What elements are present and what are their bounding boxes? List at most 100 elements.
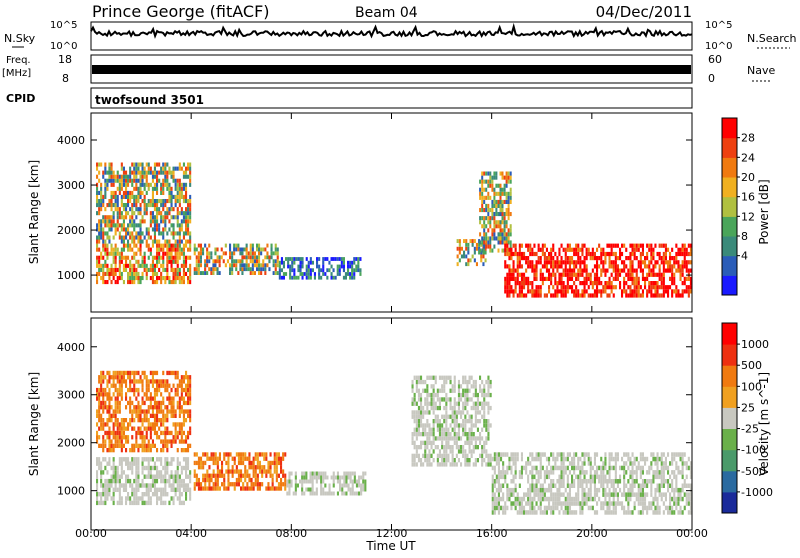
echo-cell: [117, 466, 119, 470]
echo-cell: [533, 488, 535, 493]
echo-cell: [121, 179, 123, 183]
echo-cell: [158, 379, 160, 383]
echo-cell: [146, 388, 148, 392]
echo-cell: [480, 255, 482, 259]
echo-cell: [229, 251, 231, 255]
echo-cell: [162, 422, 164, 426]
echo-cell: [152, 203, 154, 207]
echo-cell: [548, 285, 550, 289]
echo-cell: [221, 474, 223, 478]
echo-cell: [119, 179, 121, 183]
echo-cell: [521, 277, 523, 281]
echo-cell: [487, 376, 489, 380]
echo-cell: [187, 276, 189, 280]
echo-cell: [579, 269, 581, 273]
echo-cell: [96, 475, 98, 479]
echo-cell: [286, 480, 288, 484]
echo-cell: [111, 268, 113, 272]
echo-cell: [189, 379, 191, 383]
echo-cell: [117, 501, 119, 505]
echo-cell: [460, 445, 462, 449]
echo-cell: [127, 427, 129, 431]
echo-cell: [158, 179, 160, 183]
echo-cell: [261, 482, 263, 486]
echo-cell: [540, 269, 542, 273]
echo-cell: [544, 252, 546, 256]
echo-cell: [200, 255, 202, 259]
echo-cell: [175, 280, 177, 284]
echo-cell: [604, 475, 606, 480]
echo-cell: [177, 215, 179, 219]
echo-cell: [160, 187, 162, 191]
echo-cell: [131, 462, 133, 466]
echo-cell: [168, 187, 170, 191]
echo-cell: [426, 393, 428, 397]
echo-cell: [431, 454, 433, 458]
echo-cell: [506, 488, 508, 493]
echo-cell: [657, 501, 659, 506]
echo-cell: [525, 244, 527, 248]
echo-cell: [277, 259, 279, 263]
echo-cell: [200, 482, 202, 486]
echo-cell: [435, 419, 437, 423]
echo-cell: [464, 454, 466, 458]
echo-cell: [504, 501, 506, 506]
echo-cell: [464, 441, 466, 445]
echo-cell: [160, 248, 162, 252]
echo-cell: [491, 236, 493, 240]
echo-cell: [606, 269, 608, 273]
echo-cell: [152, 260, 154, 264]
echo-cell: [115, 231, 117, 235]
echo-cell: [654, 506, 656, 511]
echo-cell: [127, 462, 129, 466]
echo-cell: [183, 187, 185, 191]
echo-cell: [513, 452, 515, 457]
echo-cell: [119, 405, 121, 409]
echo-cell: [333, 484, 335, 488]
echo-cell: [194, 267, 196, 271]
echo-cell: [638, 244, 640, 248]
echo-cell: [487, 184, 489, 188]
echo-cell: [307, 480, 309, 484]
echo-cell: [115, 475, 117, 479]
echo-cell: [115, 418, 117, 422]
echo-cell: [162, 256, 164, 260]
echo-cell: [113, 179, 115, 183]
echo-cell: [412, 436, 414, 440]
echo-cell: [650, 484, 652, 489]
echo-cell: [183, 280, 185, 284]
echo-cell: [278, 452, 280, 456]
echo-cell: [117, 388, 119, 392]
echo-cell: [487, 462, 489, 466]
echo-cell: [479, 216, 481, 220]
echo-cell: [586, 248, 588, 252]
echo-cell: [475, 441, 477, 445]
echo-cell: [135, 167, 137, 171]
echo-cell: [160, 171, 162, 175]
echo-cell: [642, 457, 644, 462]
echo-cell: [627, 256, 629, 260]
echo-cell: [571, 248, 573, 252]
echo-cell: [654, 273, 656, 277]
echo-cell: [152, 414, 154, 418]
echo-cell: [171, 215, 173, 219]
echo-cell: [331, 476, 333, 480]
nsearch-label: N.Search: [747, 32, 797, 45]
echo-cell: [148, 501, 150, 505]
echo-cell: [420, 397, 422, 401]
echo-cell: [483, 384, 485, 388]
echo-cell: [464, 406, 466, 410]
echo-cell: [277, 263, 279, 267]
echo-cell: [123, 167, 125, 171]
echo-cell: [456, 410, 458, 414]
echo-cell: [575, 244, 577, 248]
echo-cell: [533, 506, 535, 511]
echo-cell: [479, 240, 481, 244]
echo-cell: [632, 461, 634, 466]
echo-cell: [115, 405, 117, 409]
echo-cell: [171, 171, 173, 175]
echo-cell: [129, 195, 131, 199]
echo-cell: [312, 476, 314, 480]
echo-cell: [113, 215, 115, 219]
echo-cell: [148, 171, 150, 175]
